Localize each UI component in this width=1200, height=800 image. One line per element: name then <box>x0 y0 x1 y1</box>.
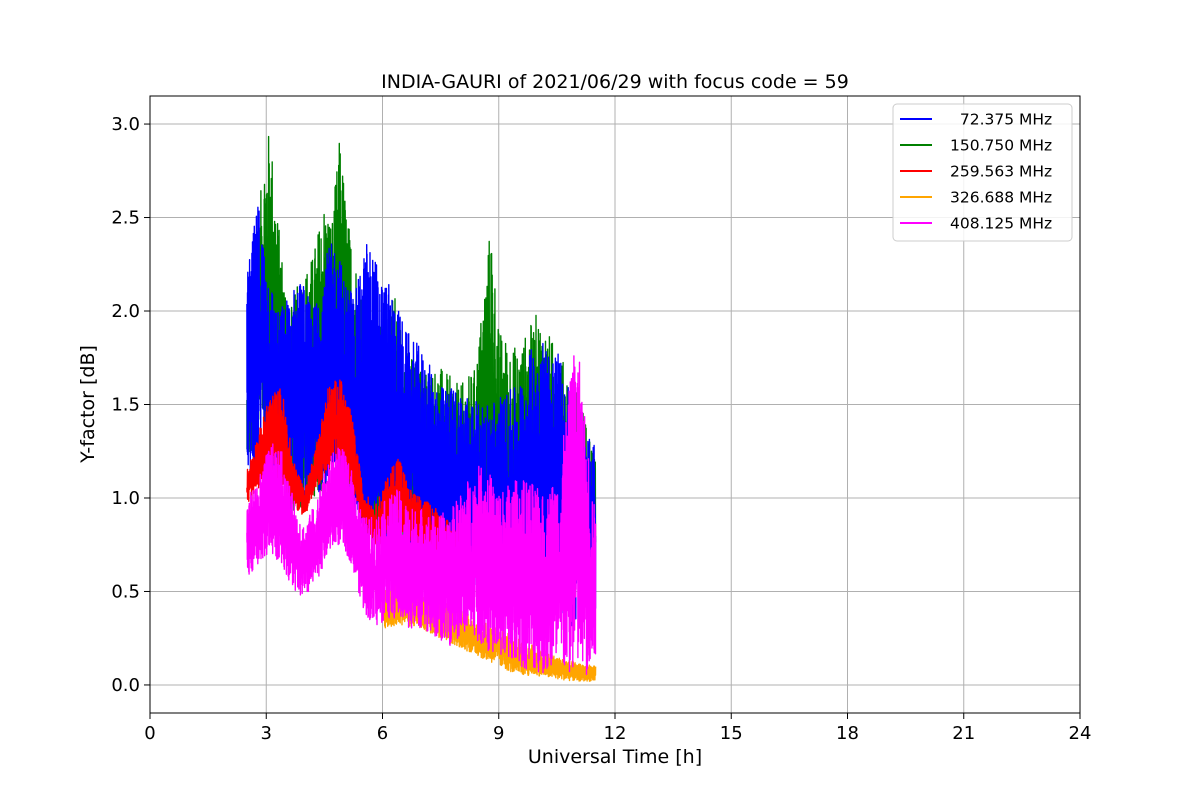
x-tick-label: 0 <box>144 723 155 744</box>
legend-label: 326.688 MHz <box>950 189 1052 207</box>
y-axis: 0.0 0.5 1.0 1.5 2.0 2.5 3.0 <box>111 114 150 696</box>
y-tick-label: 3.0 <box>111 114 140 135</box>
y-tick-label: 1.0 <box>111 488 140 509</box>
legend: 72.375 MHz 150.750 MHz 259.563 MHz 326.688 … <box>892 103 1073 242</box>
x-tick-label: 6 <box>377 723 388 744</box>
x-axis: 0 3 6 9 12 15 18 21 24 <box>144 713 1091 744</box>
y-tick-label: 0.0 <box>111 675 140 696</box>
series-line <box>246 206 597 628</box>
legend-box <box>892 103 1073 242</box>
x-tick-label: 12 <box>604 723 627 744</box>
chart-title: INDIA-GAURI of 2021/06/29 with focus cod… <box>381 71 849 93</box>
x-tick-label: 18 <box>836 723 859 744</box>
y-axis-label: Y-factor [dB] <box>77 345 99 464</box>
x-axis-label: Universal Time [h] <box>528 746 702 768</box>
y-tick-label: 2.0 <box>111 301 140 322</box>
x-tick-label: 3 <box>261 723 272 744</box>
x-tick-label: 9 <box>493 723 504 744</box>
y-tick-label: 0.5 <box>111 581 140 602</box>
x-tick-label: 15 <box>720 723 743 744</box>
x-tick-label: 21 <box>952 723 975 744</box>
legend-label: 408.125 MHz <box>950 215 1052 233</box>
y-tick-label: 2.5 <box>111 208 140 229</box>
legend-label: 150.750 MHz <box>950 137 1052 155</box>
plot-area <box>246 135 597 682</box>
series-group <box>246 135 597 682</box>
y-tick-label: 1.5 <box>111 395 140 416</box>
series-line <box>246 355 597 676</box>
legend-label: 259.563 MHz <box>950 163 1052 181</box>
x-tick-label: 24 <box>1069 723 1092 744</box>
legend-label: 72.375 MHz <box>950 111 1052 129</box>
